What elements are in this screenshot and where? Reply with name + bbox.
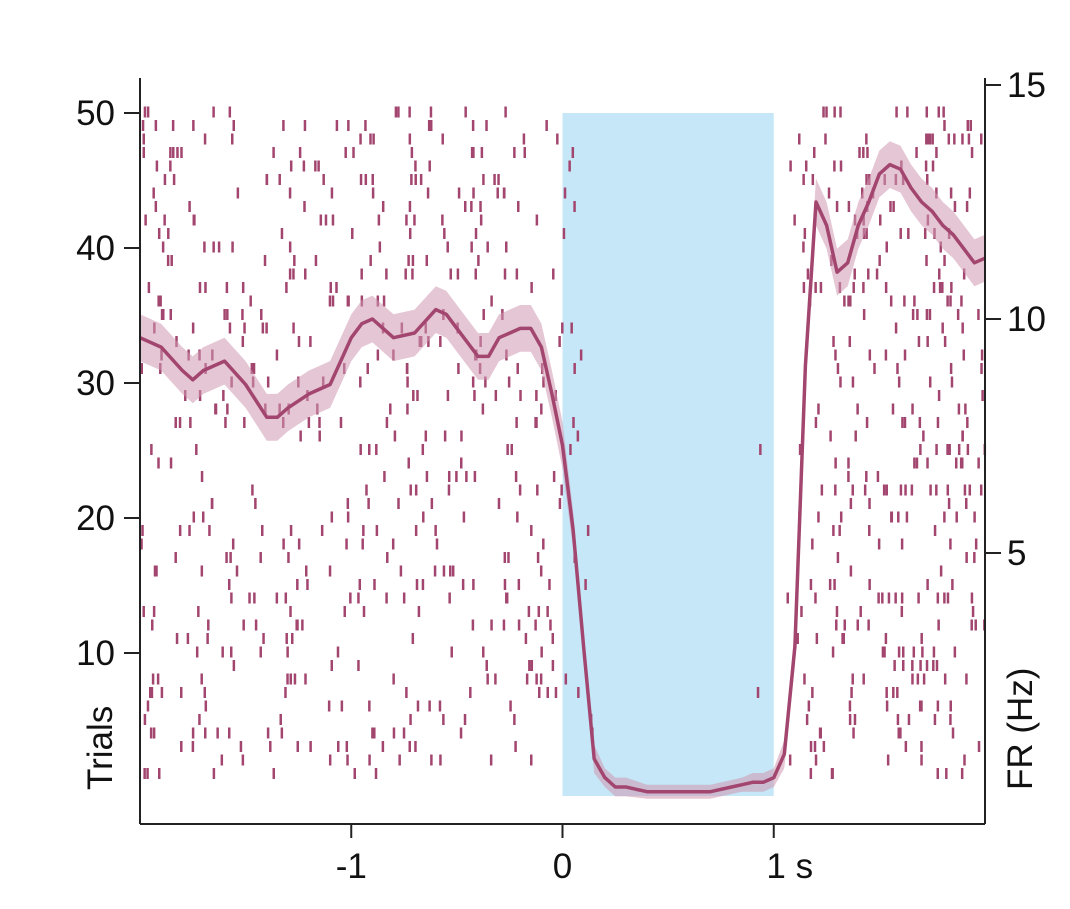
spike-raster — [140, 106, 987, 779]
right-tick-label: 15 — [1007, 66, 1046, 105]
x-tick-label: 1 s — [766, 847, 813, 886]
x-ticks: -1 0 1 s — [336, 824, 813, 886]
x-tick-label: 0 — [553, 847, 572, 886]
left-tick-label: 10 — [76, 634, 115, 673]
left-tick-label: 40 — [76, 229, 115, 268]
left-tick-label: 20 — [76, 499, 115, 538]
right-tick-label: 5 — [1007, 534, 1026, 573]
left-tick-label: 30 — [76, 364, 115, 403]
left-axis-title: Trials — [81, 706, 120, 790]
right-tick-label: 10 — [1007, 300, 1046, 339]
left-y-ticks: 10 20 30 40 50 — [76, 94, 140, 673]
x-tick-label: -1 — [336, 847, 367, 886]
stimulus-window — [562, 113, 774, 796]
right-y-ticks: 5 10 15 — [985, 66, 1046, 573]
right-axis-title: FR (Hz) — [1001, 668, 1040, 790]
left-tick-label: 50 — [76, 94, 115, 133]
firing-rate-line — [139, 162, 986, 794]
